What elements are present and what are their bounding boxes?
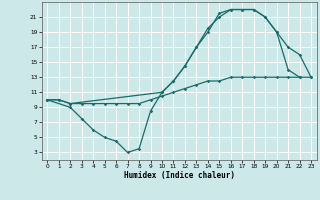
X-axis label: Humidex (Indice chaleur): Humidex (Indice chaleur) xyxy=(124,171,235,180)
